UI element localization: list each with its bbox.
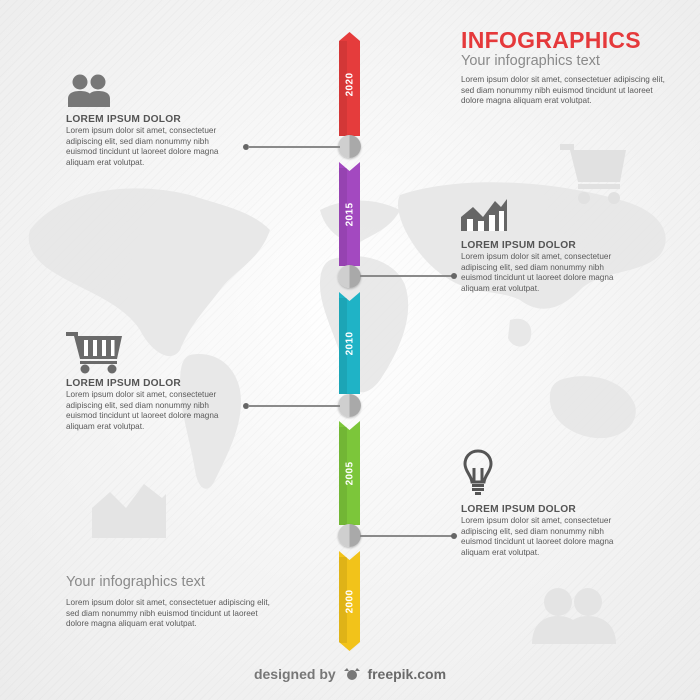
background-chart-icon xyxy=(92,484,166,538)
lightbulb-icon xyxy=(463,449,493,495)
year-label-2010: 2010 xyxy=(344,331,356,355)
year-label-2000: 2000 xyxy=(344,589,356,613)
chart-icon xyxy=(461,199,507,231)
footer-designed-by: designed by xyxy=(253,666,336,682)
timeline-segment-2015: 2015 xyxy=(339,162,360,266)
year-label-2020: 2020 xyxy=(344,72,356,96)
timeline-joint xyxy=(338,524,361,547)
connector-dot xyxy=(243,403,249,409)
connector-dot xyxy=(243,144,249,150)
connector-dot xyxy=(451,533,457,539)
timeline-bar-2000 xyxy=(339,551,360,651)
timeline-bar-2015 xyxy=(339,162,360,266)
bottom-subtitle: Your infographics text xyxy=(66,574,205,590)
block-1-heading: LOREM IPSUM DOLOR xyxy=(66,114,181,125)
block-4-text: Lorem ipsum dolor sit amet, consectetuer… xyxy=(461,516,614,557)
connector-line xyxy=(360,275,453,277)
main-title: INFOGRAPHICS xyxy=(461,27,641,53)
timeline-joint xyxy=(338,265,361,288)
timeline-segment-2000: 2000 xyxy=(339,551,360,651)
timeline-joint xyxy=(338,135,361,158)
bottom-body: Lorem ipsum dolor sit amet, consectetuer… xyxy=(66,598,270,629)
timeline-joint xyxy=(338,394,361,417)
cart-icon xyxy=(66,332,122,374)
year-label-2015: 2015 xyxy=(344,202,356,226)
connector-line xyxy=(360,535,453,537)
background-cart-icon xyxy=(560,144,626,204)
block-4-heading: LOREM IPSUM DOLOR xyxy=(461,504,576,515)
timeline-bar-2010 xyxy=(339,292,360,394)
block-2-text: Lorem ipsum dolor sit amet, consectetuer… xyxy=(461,252,614,293)
header-subtitle: Your infographics text xyxy=(461,53,600,69)
freepik-logo-icon xyxy=(343,668,360,680)
timeline-segment-2020: 2020 xyxy=(339,32,360,136)
block-1-text: Lorem ipsum dolor sit amet, consectetuer… xyxy=(66,126,219,167)
connector-line xyxy=(248,146,340,148)
connector-dot xyxy=(451,273,457,279)
block-3-heading: LOREM IPSUM DOLOR xyxy=(66,378,181,389)
footer-credit: designed by freepik.com xyxy=(0,666,700,682)
users-icon xyxy=(68,74,110,107)
connector-line xyxy=(248,405,340,407)
timeline-bar-2005 xyxy=(339,421,360,525)
timeline-segment-2010: 2010 xyxy=(339,292,360,394)
header-body: Lorem ipsum dolor sit amet, consectetuer… xyxy=(461,75,665,106)
block-3-text: Lorem ipsum dolor sit amet, consectetuer… xyxy=(66,390,219,431)
year-label-2005: 2005 xyxy=(344,461,356,485)
footer-brand: freepik.com xyxy=(367,666,447,682)
timeline-segment-2005: 2005 xyxy=(339,421,360,525)
background-users-icon xyxy=(532,588,616,644)
block-2-heading: LOREM IPSUM DOLOR xyxy=(461,240,576,251)
timeline-bar-2020 xyxy=(339,32,360,136)
